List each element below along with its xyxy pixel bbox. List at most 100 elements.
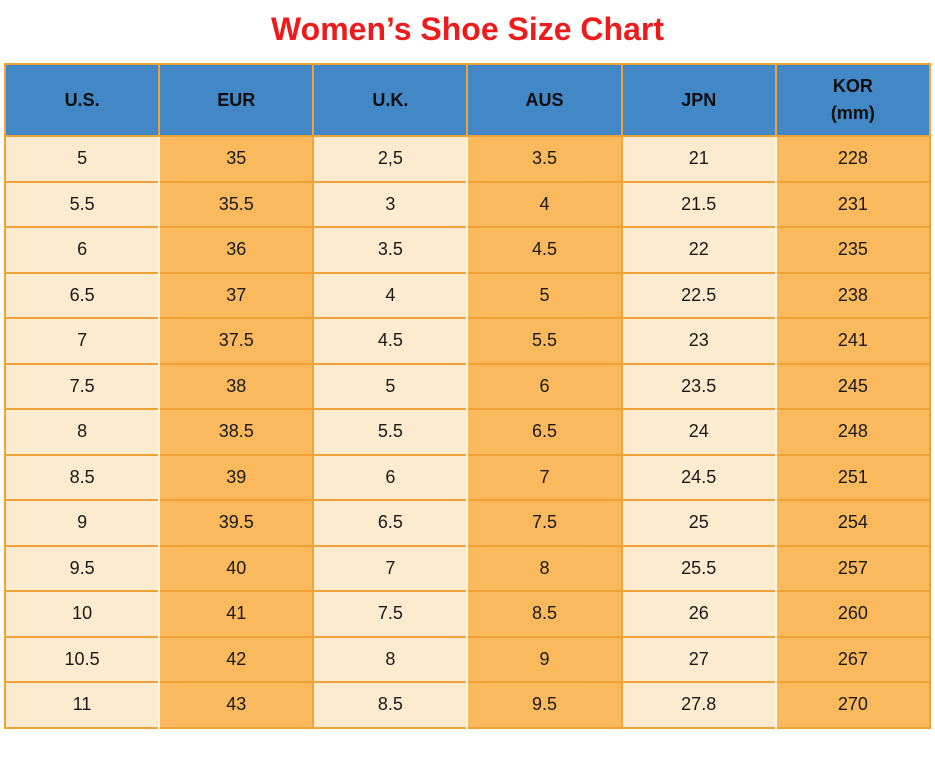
table-cell: 257 [775, 544, 932, 591]
table-cell: 36 [159, 226, 315, 273]
table-cell: 37 [159, 271, 315, 318]
table-cell: 228 [775, 135, 932, 182]
table-cell: 235 [775, 226, 932, 273]
table-cell: 25.5 [621, 544, 777, 591]
table-cell: 5 [467, 271, 623, 318]
table-cell: 5.5 [5, 180, 161, 227]
table-cell: 23.5 [621, 362, 777, 409]
table-cell: 25 [621, 499, 777, 546]
table-cell: 6 [313, 453, 469, 500]
table-cell: 35 [159, 135, 315, 182]
table-cell: 3 [313, 180, 469, 227]
column-header-us: U.S. [3, 63, 161, 137]
column-header-uk: U.K. [312, 63, 469, 137]
table-cell: 4 [313, 271, 469, 318]
table-cell: 270 [775, 681, 932, 728]
table-cell: 6.5 [313, 499, 469, 546]
table-row: 8 38.5 5.5 6.5 24 248 [5, 408, 932, 455]
table-cell: 8.5 [5, 453, 161, 500]
table-cell: 4.5 [467, 226, 623, 273]
table-cell: 6.5 [5, 271, 161, 318]
table-cell: 39 [159, 453, 315, 500]
table-cell: 21.5 [621, 180, 777, 227]
table-cell: 9 [467, 635, 623, 682]
table-cell: 27.8 [621, 681, 777, 728]
table-cell: 6.5 [467, 408, 623, 455]
column-header-kor-label: KOR [832, 76, 873, 96]
table-cell: 8.5 [467, 590, 623, 637]
table-cell: 9 [5, 499, 161, 546]
table-cell: 3.5 [467, 135, 623, 182]
table-cell: 267 [775, 635, 932, 682]
table-cell: 38.5 [159, 408, 315, 455]
table-cell: 8 [5, 408, 161, 455]
table-cell: 7 [5, 317, 161, 364]
header-row: U.S. EUR U.K. AUS JPN KOR (mm) [3, 63, 932, 137]
table-cell: 245 [775, 362, 932, 409]
table-cell: 8 [313, 635, 469, 682]
table-cell: 2,5 [313, 135, 469, 182]
shoe-size-table: U.S. EUR U.K. AUS JPN KOR (mm) 5 35 2,5 … [3, 63, 932, 729]
table-cell: 6 [5, 226, 161, 273]
table-row: 9 39.5 6.5 7.5 25 254 [5, 499, 932, 546]
table-cell: 40 [159, 544, 315, 591]
column-header-aus: AUS [466, 63, 623, 137]
table-cell: 24.5 [621, 453, 777, 500]
table-cell: 241 [775, 317, 932, 364]
table-row: 5 35 2,5 3.5 21 228 [5, 135, 932, 182]
table-row: 6 36 3.5 4.5 22 235 [5, 226, 932, 273]
column-header-kor-unit: (mm) [830, 103, 875, 123]
table-cell: 27 [621, 635, 777, 682]
table-cell: 22.5 [621, 271, 777, 318]
table-cell: 9.5 [5, 544, 161, 591]
table-cell: 5.5 [467, 317, 623, 364]
table-cell: 38 [159, 362, 315, 409]
table-cell: 10.5 [5, 635, 161, 682]
table-cell: 26 [621, 590, 777, 637]
table-row: 10 41 7.5 8.5 26 260 [5, 590, 932, 637]
table-row: 7.5 38 5 6 23.5 245 [5, 362, 932, 409]
table-cell: 35.5 [159, 180, 315, 227]
table-cell: 24 [621, 408, 777, 455]
table-cell: 7.5 [467, 499, 623, 546]
page-title: Women’s Shoe Size Chart [271, 11, 664, 47]
table-row: 10.5 42 8 9 27 267 [5, 635, 932, 682]
table-row: 5.5 35.5 3 4 21.5 231 [5, 180, 932, 227]
table-cell: 11 [5, 681, 161, 728]
table-cell: 7 [313, 544, 469, 591]
table-cell: 254 [775, 499, 932, 546]
table-cell: 41 [159, 590, 315, 637]
table-cell: 21 [621, 135, 777, 182]
table-cell: 42 [159, 635, 315, 682]
column-header-jpn: JPN [620, 63, 777, 137]
table-cell: 7.5 [5, 362, 161, 409]
table-cell: 39.5 [159, 499, 315, 546]
table-row: 9.5 40 7 8 25.5 257 [5, 544, 932, 591]
table-cell: 9.5 [467, 681, 623, 728]
table-cell: 22 [621, 226, 777, 273]
table-cell: 5 [313, 362, 469, 409]
table-cell: 43 [159, 681, 315, 728]
table-cell: 231 [775, 180, 932, 227]
table-cell: 7 [467, 453, 623, 500]
table-cell: 260 [775, 590, 932, 637]
table-cell: 23 [621, 317, 777, 364]
table-row: 7 37.5 4.5 5.5 23 241 [5, 317, 932, 364]
table-row: 6.5 37 4 5 22.5 238 [5, 271, 932, 318]
table-cell: 7.5 [313, 590, 469, 637]
column-header-kor: KOR (mm) [774, 63, 932, 137]
table-cell: 248 [775, 408, 932, 455]
table-row: 11 43 8.5 9.5 27.8 270 [5, 681, 932, 728]
table-cell: 10 [5, 590, 161, 637]
table-cell: 3.5 [313, 226, 469, 273]
table-row: 8.5 39 6 7 24.5 251 [5, 453, 932, 500]
table-cell: 4 [467, 180, 623, 227]
column-header-eur: EUR [158, 63, 315, 137]
table-cell: 251 [775, 453, 932, 500]
table-cell: 8 [467, 544, 623, 591]
table-cell: 37.5 [159, 317, 315, 364]
table-cell: 238 [775, 271, 932, 318]
table-cell: 5.5 [313, 408, 469, 455]
table-cell: 5 [5, 135, 161, 182]
table-cell: 8.5 [313, 681, 469, 728]
